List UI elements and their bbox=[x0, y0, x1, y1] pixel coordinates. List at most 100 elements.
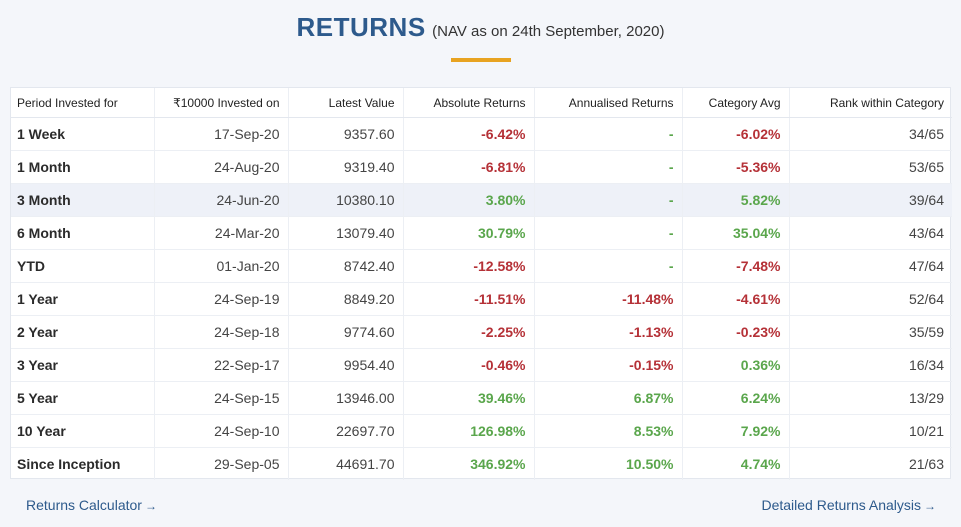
annualised-returns-cell: -0.15% bbox=[533, 348, 682, 382]
latest-value-cell: 13946.00 bbox=[287, 381, 403, 415]
period-cell: Since Inception bbox=[11, 447, 154, 480]
category-avg-cell: -6.02% bbox=[681, 117, 789, 151]
invested-on-cell: 22-Sep-17 bbox=[153, 348, 288, 382]
annualised-returns-cell: - bbox=[533, 249, 682, 283]
period-cell: 3 Year bbox=[11, 348, 154, 382]
rank-cell: 52/64 bbox=[788, 282, 952, 316]
table-header-row: Period Invested for ₹10000 Invested on L… bbox=[11, 88, 952, 118]
period-cell: 3 Month bbox=[11, 183, 154, 217]
annualised-returns-cell: - bbox=[533, 183, 682, 217]
invested-on-cell: 24-Jun-20 bbox=[153, 183, 288, 217]
latest-value-cell: 9357.60 bbox=[287, 117, 403, 151]
category-avg-cell: 0.36% bbox=[681, 348, 789, 382]
col-header-period: Period Invested for bbox=[11, 88, 154, 118]
page-title: RETURNS bbox=[296, 12, 426, 42]
rank-cell: 34/65 bbox=[788, 117, 952, 151]
table-row: 10 Year 24-Sep-10 22697.70 126.98% 8.53% 7.92… bbox=[11, 414, 952, 448]
rank-cell: 10/21 bbox=[788, 414, 952, 448]
absolute-returns-cell: -12.58% bbox=[402, 249, 534, 283]
period-cell: 6 Month bbox=[11, 216, 154, 250]
arrow-right-icon: → bbox=[144, 499, 157, 513]
latest-value-cell: 22697.70 bbox=[287, 414, 403, 448]
returns-table: Period Invested for ₹10000 Invested on L… bbox=[11, 88, 952, 480]
col-header-rank: Rank within Category bbox=[788, 88, 952, 118]
rank-cell: 53/65 bbox=[788, 150, 952, 184]
absolute-returns-cell: -2.25% bbox=[402, 315, 534, 349]
annualised-returns-cell: -1.13% bbox=[533, 315, 682, 349]
invested-on-cell: 24-Sep-18 bbox=[153, 315, 288, 349]
col-header-latest-value: Latest Value bbox=[287, 88, 403, 118]
category-avg-cell: 35.04% bbox=[681, 216, 789, 250]
period-cell: 1 Month bbox=[11, 150, 154, 184]
category-avg-cell: 6.24% bbox=[681, 381, 789, 415]
returns-header: RETURNS (NAV as on 24th September, 2020) bbox=[0, 12, 961, 43]
invested-on-cell: 24-Aug-20 bbox=[153, 150, 288, 184]
period-cell: YTD bbox=[11, 249, 154, 283]
invested-on-cell: 17-Sep-20 bbox=[153, 117, 288, 151]
absolute-returns-cell: 126.98% bbox=[402, 414, 534, 448]
col-header-invested-on: ₹10000 Invested on bbox=[153, 88, 288, 118]
rank-cell: 13/29 bbox=[788, 381, 952, 415]
annualised-returns-cell: -11.48% bbox=[533, 282, 682, 316]
col-header-absolute-returns: Absolute Returns bbox=[402, 88, 534, 118]
table-row: Since Inception 29-Sep-05 44691.70 346.92% 1… bbox=[11, 447, 952, 480]
latest-value-cell: 9319.40 bbox=[287, 150, 403, 184]
category-avg-cell: 4.74% bbox=[681, 447, 789, 480]
category-avg-cell: -5.36% bbox=[681, 150, 789, 184]
absolute-returns-cell: 346.92% bbox=[402, 447, 534, 480]
annualised-returns-cell: 6.87% bbox=[533, 381, 682, 415]
table-row: 1 Week 17-Sep-20 9357.60 -6.42% - -6.02% 34/65 bbox=[11, 117, 952, 151]
table-row: 2 Year 24-Sep-18 9774.60 -2.25% -1.13% -0.23%… bbox=[11, 315, 952, 349]
latest-value-cell: 8849.20 bbox=[287, 282, 403, 316]
col-header-annualised-returns: Annualised Returns bbox=[533, 88, 682, 118]
rank-cell: 21/63 bbox=[788, 447, 952, 480]
category-avg-cell: 7.92% bbox=[681, 414, 789, 448]
rank-cell: 47/64 bbox=[788, 249, 952, 283]
table-row: 3 Month 24-Jun-20 10380.10 3.80% -5.82% 39/64 bbox=[11, 183, 952, 217]
annualised-returns-cell: - bbox=[533, 150, 682, 184]
title-underline bbox=[451, 58, 511, 62]
absolute-returns-cell: 39.46% bbox=[402, 381, 534, 415]
table-row: 6 Month 24-Mar-20 13079.40 30.79% -35.04% 43/… bbox=[11, 216, 952, 250]
rank-cell: 16/34 bbox=[788, 348, 952, 382]
table-row: 1 Year 24-Sep-19 8849.20 -11.51% -11.48% -4.6… bbox=[11, 282, 952, 316]
table-body: 1 Week 17-Sep-20 9357.60 -6.42% - -6.02% 34/65… bbox=[11, 117, 952, 480]
invested-on-cell: 29-Sep-05 bbox=[153, 447, 288, 480]
latest-value-cell: 44691.70 bbox=[287, 447, 403, 480]
category-avg-cell: -7.48% bbox=[681, 249, 789, 283]
absolute-returns-cell: -6.81% bbox=[402, 150, 534, 184]
latest-value-cell: 8742.40 bbox=[287, 249, 403, 283]
category-avg-cell: 5.82% bbox=[681, 183, 789, 217]
absolute-returns-cell: 30.79% bbox=[402, 216, 534, 250]
invested-on-cell: 24-Mar-20 bbox=[153, 216, 288, 250]
annualised-returns-cell: - bbox=[533, 117, 682, 151]
rank-cell: 35/59 bbox=[788, 315, 952, 349]
table-row: 1 Month 24-Aug-20 9319.40 -6.81% - -5.36% 53/6… bbox=[11, 150, 952, 184]
returns-calculator-link[interactable]: Returns Calculator → bbox=[26, 497, 157, 513]
absolute-returns-cell: 3.80% bbox=[402, 183, 534, 217]
rank-cell: 43/64 bbox=[788, 216, 952, 250]
arrow-right-icon: → bbox=[924, 499, 936, 513]
latest-value-cell: 9774.60 bbox=[287, 315, 403, 349]
absolute-returns-cell: -11.51% bbox=[402, 282, 534, 316]
returns-table-container: Period Invested for ₹10000 Invested on L… bbox=[10, 87, 952, 480]
period-cell: 1 Year bbox=[11, 282, 154, 316]
latest-value-cell: 13079.40 bbox=[287, 216, 403, 250]
annualised-returns-cell: - bbox=[533, 216, 682, 250]
category-avg-cell: -0.23% bbox=[681, 315, 789, 349]
col-header-category-avg: Category Avg bbox=[681, 88, 789, 118]
period-cell: 2 Year bbox=[11, 315, 154, 349]
annualised-returns-cell: 10.50% bbox=[533, 447, 682, 480]
annualised-returns-cell: 8.53% bbox=[533, 414, 682, 448]
table-row: YTD 01-Jan-20 8742.40 -12.58% - -7.48% 47/64 bbox=[11, 249, 952, 283]
detailed-returns-analysis-label: Detailed Returns Analysis bbox=[761, 497, 921, 513]
invested-on-cell: 24-Sep-19 bbox=[153, 282, 288, 316]
period-cell: 5 Year bbox=[11, 381, 154, 415]
table-row: 3 Year 22-Sep-17 9954.40 -0.46% -0.15% 0.36% 1… bbox=[11, 348, 952, 382]
rank-cell: 39/64 bbox=[788, 183, 952, 217]
detailed-returns-analysis-link[interactable]: Detailed Returns Analysis → bbox=[761, 497, 936, 513]
nav-date-subtitle: (NAV as on 24th September, 2020) bbox=[432, 23, 665, 40]
returns-calculator-label: Returns Calculator bbox=[26, 497, 142, 513]
latest-value-cell: 10380.10 bbox=[287, 183, 403, 217]
absolute-returns-cell: -6.42% bbox=[402, 117, 534, 151]
